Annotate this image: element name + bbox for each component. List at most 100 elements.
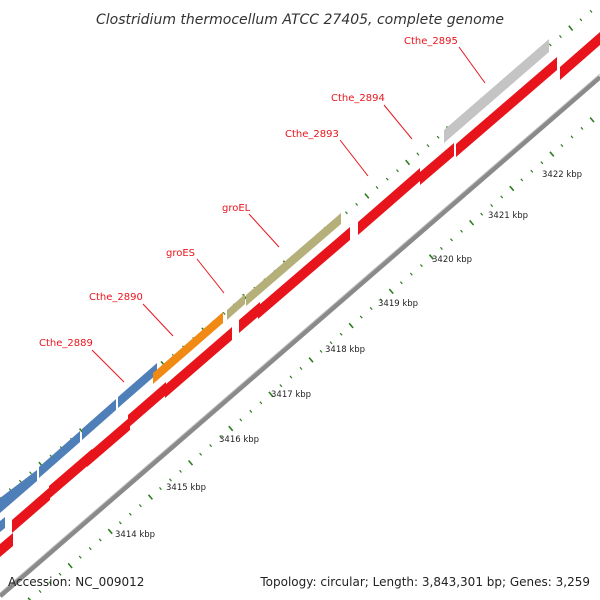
scale-label-3415: 3415 kbp [166, 483, 206, 493]
inner-tick [78, 555, 82, 559]
cds-arrow-9[interactable] [358, 168, 420, 235]
feature-groes[interactable] [227, 294, 245, 320]
inner-tick [468, 219, 475, 226]
callout-cthe-2895 [458, 46, 486, 84]
inner-tick [187, 459, 194, 466]
inner-tick [147, 494, 154, 500]
feature-cthe-2889-b[interactable] [0, 470, 37, 513]
outer-tick [385, 177, 389, 181]
gene-label-cthe-2893: Cthe_2893 [285, 129, 339, 140]
feature-cthe-2889[interactable] [118, 363, 157, 408]
gene-label-cthe-2895: Cthe_2895 [404, 36, 458, 47]
inner-tick [128, 512, 132, 516]
gene-label-groel: groEL [222, 203, 251, 214]
inner-tick [379, 298, 383, 302]
inner-tick [319, 349, 323, 353]
inner-tick [589, 116, 595, 123]
inner-tick [279, 384, 283, 388]
inner-tick [179, 469, 182, 473]
accession-text: Accession: NC_009012 [8, 575, 144, 589]
outer-tick [416, 152, 420, 156]
feature-groel[interactable] [246, 213, 341, 306]
gene-callouts [91, 46, 486, 383]
inner-tick [509, 185, 515, 192]
inner-tick [58, 572, 62, 576]
scale-label-3414: 3414 kbp [115, 530, 155, 540]
inner-tick [329, 341, 333, 345]
feature-cthe-2889-d[interactable] [82, 399, 116, 440]
outer-tick [436, 135, 440, 139]
gene-labels: Cthe_2889 Cthe_2890 groES groEL Cthe_289… [39, 36, 458, 349]
outer-tick [579, 18, 583, 22]
outer-tick [548, 43, 552, 47]
feature-cthe-2889-a[interactable] [0, 517, 5, 532]
inner-tick [500, 195, 504, 199]
inner-tick [369, 306, 373, 310]
inner-tick [249, 409, 253, 413]
feature-cthe-2895[interactable] [444, 39, 549, 143]
cds-arrow-11[interactable] [456, 57, 557, 157]
inner-tick [107, 528, 113, 535]
cds-arrow-7[interactable] [239, 302, 260, 333]
gene-label-cthe-2890: Cthe_2890 [89, 292, 143, 303]
cds-arrow-5[interactable] [128, 382, 166, 428]
inner-tick [209, 444, 213, 448]
inner-tick [48, 581, 52, 585]
scale-labels: 3414 kbp 3415 kbp 3416 kbp 3417 kbp 3418… [115, 170, 582, 540]
feature-cthe-2890[interactable] [153, 312, 223, 384]
inner-tick [520, 178, 524, 182]
cds-arrow-8[interactable] [258, 227, 350, 319]
callout-groes [196, 258, 225, 294]
scale-label-3422: 3422 kbp [542, 170, 582, 180]
outer-tick [559, 35, 562, 39]
callout-groel [248, 213, 280, 248]
callout-cthe-2894 [383, 104, 413, 140]
inner-tick [308, 357, 314, 363]
cds-arrow-12[interactable] [560, 32, 600, 80]
inner-tick [570, 135, 574, 139]
feature-cthe-2889-c[interactable] [39, 431, 80, 478]
inner-tick [409, 272, 413, 276]
feature-track [0, 39, 549, 532]
inner-tick [239, 418, 243, 422]
gene-label-groes: groES [166, 248, 195, 259]
outer-tick [222, 311, 226, 315]
inner-tick [399, 281, 403, 285]
inner-tick [388, 288, 394, 295]
inner-tick [560, 144, 564, 148]
outer-tick [396, 169, 399, 173]
cds-arrow-4[interactable] [87, 417, 130, 467]
inner-tick [580, 126, 584, 130]
inner-tick [159, 487, 162, 491]
inner-tick [199, 452, 203, 456]
outer-tick [589, 9, 593, 13]
inner-tick [549, 151, 555, 157]
inner-tick [419, 264, 423, 268]
scale-label-3418: 3418 kbp [325, 345, 365, 355]
inner-tick [138, 504, 142, 508]
cds-arrow-2[interactable] [12, 487, 50, 533]
inner-tick [339, 332, 343, 336]
outer-tick [426, 144, 430, 148]
inner-tick [480, 212, 484, 216]
outer-tick [18, 479, 22, 483]
inner-tick [118, 521, 122, 525]
scale-label-3416: 3416 kbp [219, 435, 259, 445]
inner-tick [169, 478, 172, 482]
scale-label-3421: 3421 kbp [488, 211, 528, 221]
inner-tick [88, 547, 92, 551]
scale-label-3419: 3419 kbp [378, 299, 418, 309]
cds-arrow-1[interactable] [0, 533, 13, 557]
genome-backbone [0, 73, 600, 598]
outer-tick [355, 202, 359, 206]
cds-arrow-10[interactable] [420, 143, 454, 185]
outer-tick [29, 471, 32, 475]
gene-label-cthe-2894: Cthe_2894 [331, 93, 385, 104]
outer-tick [364, 193, 370, 199]
map-title: Clostridium thermocellum ATCC 27405, com… [96, 12, 504, 28]
callout-cthe-2890 [142, 303, 174, 337]
cds-arrow-3[interactable] [49, 449, 92, 499]
cds-arrow-6[interactable] [165, 327, 232, 398]
inner-tick [219, 435, 223, 439]
callout-cthe-2889 [91, 349, 125, 383]
